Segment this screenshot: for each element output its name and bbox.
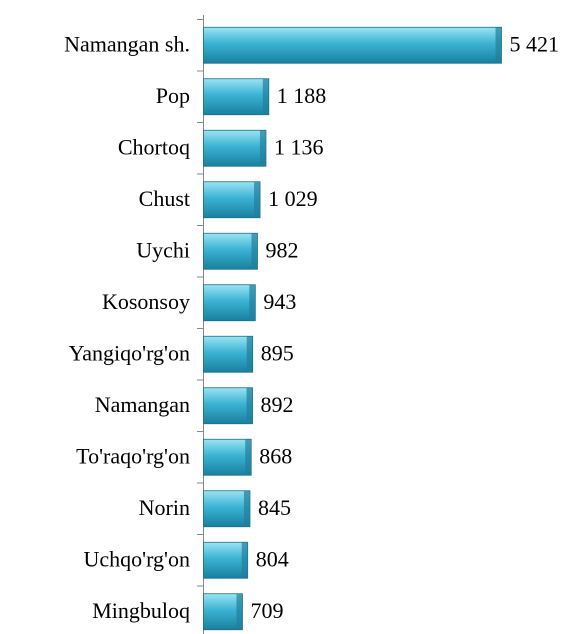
value-label: 982 bbox=[265, 237, 298, 262]
bar-bevel bbox=[251, 233, 258, 270]
bar bbox=[203, 438, 252, 476]
value-label: 845 bbox=[258, 495, 291, 520]
category-label: Uychi bbox=[136, 237, 190, 262]
bar-bevel bbox=[245, 439, 252, 476]
bar bbox=[203, 181, 261, 219]
bar bbox=[203, 335, 254, 373]
category-label: Pop bbox=[156, 83, 190, 108]
value-label: 5 421 bbox=[510, 31, 560, 56]
bar bbox=[203, 78, 270, 116]
bar-bevel bbox=[254, 181, 261, 218]
value-label: 709 bbox=[250, 598, 283, 623]
bar bbox=[203, 541, 249, 579]
category-label: Namangan bbox=[95, 392, 190, 417]
bar bbox=[203, 284, 256, 322]
value-label: 1 029 bbox=[268, 186, 318, 211]
bar bbox=[203, 232, 258, 270]
value-label: 895 bbox=[261, 340, 294, 365]
bar-bevel bbox=[259, 130, 266, 167]
value-label: 1 136 bbox=[274, 134, 324, 159]
bar-bevel bbox=[236, 593, 243, 630]
bar bbox=[203, 26, 502, 64]
bar-bevel bbox=[249, 284, 256, 321]
category-label: Chortoq bbox=[118, 134, 190, 159]
value-label: 892 bbox=[261, 392, 294, 417]
bar bbox=[203, 490, 251, 528]
value-label: 804 bbox=[256, 546, 289, 571]
bar bbox=[203, 129, 267, 167]
value-label: 943 bbox=[263, 289, 296, 314]
value-label: 868 bbox=[259, 443, 292, 468]
bar-bevel bbox=[241, 542, 248, 579]
bar-bevel bbox=[495, 27, 502, 64]
category-label: Kosonsoy bbox=[102, 289, 190, 314]
category-label: Namangan sh. bbox=[64, 31, 190, 56]
category-label: Mingbuloq bbox=[92, 598, 190, 623]
bar-bevel bbox=[243, 490, 250, 527]
category-label: Yangiqo'rg'on bbox=[69, 340, 190, 365]
bar-bevel bbox=[246, 387, 253, 424]
value-label: 1 188 bbox=[277, 83, 327, 108]
category-label: To'raqo'rg'on bbox=[76, 443, 190, 468]
bar bbox=[203, 387, 253, 425]
category-label: Chust bbox=[139, 186, 190, 211]
bar-bevel bbox=[246, 336, 253, 373]
category-label: Uchqo'rg'on bbox=[83, 546, 190, 571]
category-label: Norin bbox=[139, 495, 190, 520]
bar-bevel bbox=[262, 78, 269, 115]
